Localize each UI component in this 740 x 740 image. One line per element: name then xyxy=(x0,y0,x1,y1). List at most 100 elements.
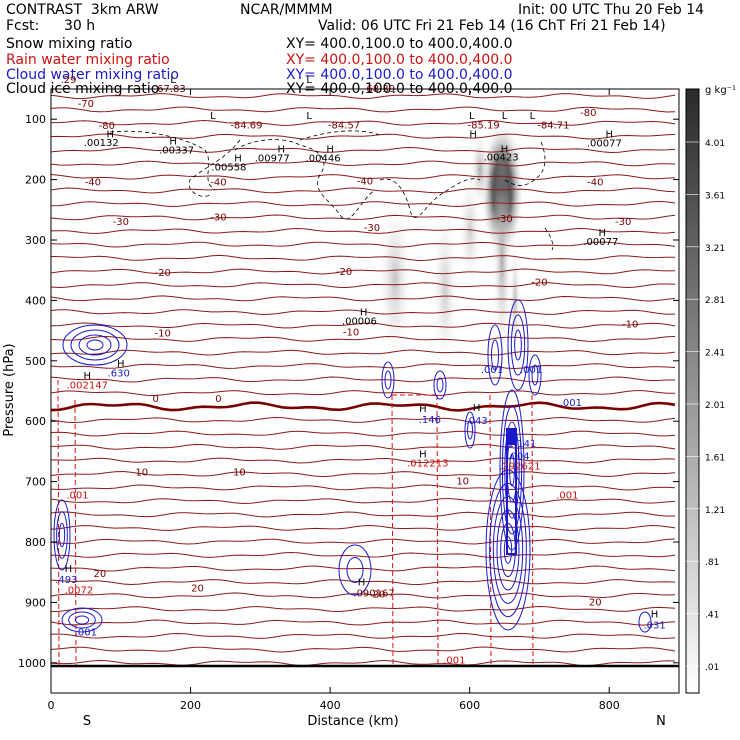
cloud-water-contour xyxy=(638,611,652,633)
x-tick-label: 800 xyxy=(599,699,620,712)
cloud-water-contour xyxy=(467,420,473,440)
colorbar-label: .81 xyxy=(705,558,719,568)
temperature-isoline xyxy=(51,443,676,450)
temperature-label: -30 xyxy=(364,223,380,234)
value-label: .00077 xyxy=(587,138,622,149)
temperature-isoline xyxy=(51,308,676,316)
low-marker: L xyxy=(306,75,312,86)
cloud-water-contour xyxy=(384,370,392,390)
cloud-ice-contour xyxy=(299,130,381,141)
y-tick-label: 900 xyxy=(25,596,46,609)
temperature-isoline xyxy=(51,401,676,412)
temperature-label: -30 xyxy=(113,217,129,228)
high-marker: H xyxy=(651,610,659,621)
temperature-isoline xyxy=(51,470,676,478)
cloud-water-core xyxy=(506,428,517,444)
colorbar-label: 4.01 xyxy=(705,139,725,149)
temperature-label: 10 xyxy=(135,468,148,479)
value-label: -84.69 xyxy=(230,120,262,131)
temperature-isoline xyxy=(51,457,676,464)
temperature-isoline xyxy=(51,484,676,491)
y-tick-label: 300 xyxy=(25,234,46,247)
cloud-water-contour xyxy=(531,364,539,386)
low-marker: L xyxy=(170,75,176,86)
cloud-ice-contour xyxy=(544,227,554,251)
cloud-water-contour xyxy=(433,370,447,400)
cloud-water-contour xyxy=(507,299,529,391)
rain-contours xyxy=(57,379,534,667)
value-label: .00006 xyxy=(342,317,377,328)
colorbar-label: 3.61 xyxy=(705,191,725,201)
cloud-water-contour xyxy=(78,334,112,356)
x-end-label-north: N xyxy=(656,714,666,729)
temperature-isoline xyxy=(51,619,676,626)
cloud-water-contour xyxy=(58,522,66,548)
temperature-label: -40 xyxy=(357,176,373,187)
legend-snow-label: Snow mixing ratio xyxy=(6,36,133,52)
cloud-water-contour xyxy=(338,544,372,596)
cloud-water-contour xyxy=(509,453,515,487)
cloud-water-contour xyxy=(510,314,526,376)
value-label: .001 xyxy=(556,491,578,502)
colorbar: 4.01 3.61 3.21 2.81 2.41 2.01 1.61 1.21 .81 .41 .0… xyxy=(685,88,725,694)
temperature-isoline xyxy=(51,254,676,262)
value-label: .146 xyxy=(419,415,441,426)
value-label: .090167 xyxy=(353,588,394,599)
y-tick-label: 600 xyxy=(25,415,46,428)
colorbar-label: 2.01 xyxy=(705,401,725,411)
legend-cloudwater-xy: XY= 400.0,100.0 to 400.0,400.0 xyxy=(286,67,513,83)
value-label: .00558 xyxy=(211,163,246,174)
temperature-label: 10 xyxy=(233,468,246,479)
high-marker: H xyxy=(605,129,613,140)
temperature-isoline xyxy=(51,295,676,302)
high-marker: H xyxy=(360,308,368,319)
temperature-isoline xyxy=(51,430,676,437)
temperature-label: 20 xyxy=(191,584,204,595)
value-label: 1.141 xyxy=(508,439,537,450)
temperature-isoline xyxy=(51,376,675,383)
high-marker: H xyxy=(469,129,477,140)
fcst-label: Fcst: xyxy=(6,18,40,34)
y-tick-label: 800 xyxy=(25,536,46,549)
model-title: CONTRAST 3km ARW xyxy=(6,2,159,18)
temperature-label: -20 xyxy=(336,267,352,278)
cloud-water-contour xyxy=(346,557,364,583)
colorbar-label: 3.21 xyxy=(705,244,725,254)
temperature-isoline xyxy=(51,498,676,505)
y-tick-label: 1000 xyxy=(18,657,46,670)
cloud-ice-contour xyxy=(379,178,481,218)
temperature-label: 20 xyxy=(589,597,602,608)
temperature-label: -80 xyxy=(99,121,115,132)
temperature-label: -40 xyxy=(210,178,226,189)
value-label: .00337 xyxy=(159,146,194,157)
value-label: .012213 xyxy=(407,459,448,470)
colorbar-label: 1.21 xyxy=(705,506,725,516)
value-label: .001 xyxy=(443,655,465,666)
temperature-label: -30 xyxy=(210,213,226,224)
cloud-water-contour xyxy=(487,324,503,386)
temperature-label: 0 xyxy=(152,394,158,405)
value-label: .0072 xyxy=(65,585,94,596)
temperature-isoline xyxy=(51,214,676,221)
cloud-water-contour xyxy=(53,499,71,571)
cloud-ice-contour xyxy=(234,139,376,220)
x-tick-label: 0 xyxy=(48,699,55,712)
value-label: .00423 xyxy=(484,152,519,163)
temperature-label: -20 xyxy=(154,268,170,279)
temperature-label: -10 xyxy=(154,329,170,340)
legend-cloudwater-label: Cloud water mixing ratio xyxy=(6,67,179,83)
value-label: -68.39 xyxy=(363,84,395,95)
temperature-isoline xyxy=(51,268,676,275)
x-tick-label: 400 xyxy=(320,699,341,712)
high-marker: H xyxy=(234,153,242,164)
x-end-label-south: S xyxy=(83,714,91,729)
cloud-water-contour xyxy=(491,339,499,371)
temperature-isoline xyxy=(51,632,676,639)
cloud-ice-contour xyxy=(188,139,241,197)
temperature-isoline xyxy=(51,93,676,100)
temperature-isoline xyxy=(51,187,676,194)
high-marker: H xyxy=(169,137,177,148)
temperature-isoline xyxy=(51,363,676,370)
value-label: .00446 xyxy=(306,153,341,164)
temperature-isoline xyxy=(51,524,676,531)
